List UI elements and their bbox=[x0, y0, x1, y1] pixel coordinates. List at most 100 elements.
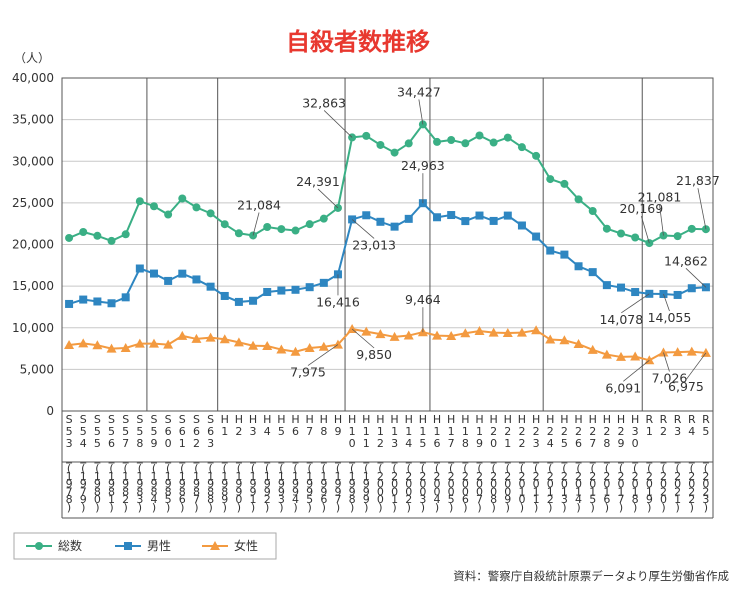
data-label: 14,055 bbox=[648, 310, 692, 325]
data-point bbox=[121, 230, 130, 239]
y-tick-label: 5,000 bbox=[20, 362, 54, 376]
x-tick-label: H 1 7 (2 0 0 5) bbox=[447, 413, 455, 514]
x-tick-year: (1 9 7 8) bbox=[66, 462, 73, 514]
data-point bbox=[560, 179, 569, 188]
data-point bbox=[574, 262, 583, 271]
x-tick-label: S 5 7 (1 9 8 2) bbox=[122, 413, 129, 514]
data-point bbox=[276, 344, 287, 354]
x-tick-year: (1 9 7 9) bbox=[80, 462, 87, 514]
data-point bbox=[319, 278, 328, 287]
data-point bbox=[65, 233, 74, 242]
data-point bbox=[687, 284, 696, 293]
x-tick-label: R 1 (2 0 1 9) bbox=[645, 413, 653, 514]
x-tick-label: H 2 4 (2 0 1 2) bbox=[546, 413, 554, 514]
leader-line bbox=[252, 212, 260, 236]
x-tick-label: R 4 (2 0 2 2) bbox=[688, 413, 696, 514]
data-point bbox=[446, 330, 457, 340]
series-lines bbox=[68, 122, 707, 362]
data-point bbox=[249, 296, 258, 305]
x-tick-label: H 1 1 (1 9 9 9) bbox=[362, 413, 370, 514]
data-point bbox=[559, 335, 570, 345]
x-tick-year: (2 0 1 2) bbox=[547, 462, 554, 514]
data-point bbox=[78, 338, 89, 348]
x-tick-label: H 2 6 (2 0 1 4) bbox=[574, 413, 582, 514]
x-tick-year: (2 0 0 3) bbox=[419, 462, 426, 514]
data-point bbox=[461, 217, 470, 226]
data-point bbox=[192, 275, 201, 284]
data-point bbox=[234, 297, 243, 306]
data-point bbox=[164, 276, 173, 285]
x-tick-label: H 4 (1 9 9 2) bbox=[263, 413, 271, 514]
data-point bbox=[178, 269, 187, 278]
data-point bbox=[601, 349, 612, 359]
data-point bbox=[291, 226, 300, 235]
data-point bbox=[107, 299, 116, 308]
data-point bbox=[475, 211, 484, 220]
x-tick-year: (1 9 9 5) bbox=[306, 462, 313, 514]
data-point bbox=[135, 197, 144, 206]
data-point bbox=[64, 339, 75, 349]
data-point bbox=[319, 214, 328, 223]
x-tick-year: (2 0 0 4) bbox=[434, 462, 441, 514]
legend-label: 男性 bbox=[147, 539, 171, 553]
data-point bbox=[305, 283, 314, 292]
leader-line bbox=[351, 219, 375, 239]
data-point bbox=[92, 340, 103, 350]
data-point bbox=[687, 224, 696, 233]
x-tick-label: H 1 0 (1 9 9 8) bbox=[348, 413, 356, 514]
axes bbox=[61, 77, 714, 519]
x-tick-year: (2 0 2 1) bbox=[674, 462, 681, 514]
data-point bbox=[516, 327, 527, 337]
data-point bbox=[532, 151, 541, 160]
legend-label: 女性 bbox=[234, 538, 258, 553]
series-line bbox=[68, 201, 706, 305]
x-tick-label: R 5 (2 0 2 3) bbox=[702, 413, 710, 514]
data-point bbox=[517, 143, 526, 152]
x-tick-year: (1 9 8 2) bbox=[122, 462, 129, 514]
x-tick-label: H 5 (1 9 9 3) bbox=[277, 413, 285, 514]
data-point bbox=[191, 333, 202, 343]
x-tick-label: H 9 (1 9 9 7) bbox=[334, 413, 342, 514]
legend-swatch-marker bbox=[124, 542, 132, 550]
leader-line bbox=[323, 110, 353, 138]
data-point bbox=[461, 139, 470, 148]
data-label: 6,091 bbox=[605, 380, 641, 395]
leader-line bbox=[418, 99, 424, 125]
x-tick-label: H 3 (1 9 9 1) bbox=[249, 413, 257, 514]
x-tick-year: (2 0 1 4) bbox=[575, 462, 582, 514]
chart-title: 自殺者数推移 bbox=[286, 28, 430, 56]
x-tick-year: (2 0 0 2) bbox=[405, 462, 412, 514]
data-label: 21,837 bbox=[676, 173, 720, 188]
data-point bbox=[531, 325, 542, 335]
data-point bbox=[673, 290, 682, 299]
x-axis-ticks: S 5 3 (1 9 7 8) S 5 4 (1 9 7 9) S 5 5 (1 9 8 0) S 5 6 (1 9 8 1) S 5 7 (… bbox=[66, 413, 711, 514]
x-tick-label: H 2 8 (2 0 1 6) bbox=[603, 413, 611, 514]
data-point bbox=[361, 326, 372, 336]
data-point bbox=[616, 351, 627, 361]
data-label: 20,169 bbox=[619, 201, 663, 216]
data-label: 24,391 bbox=[296, 174, 340, 189]
leader-line bbox=[659, 204, 664, 236]
x-tick-year: (2 0 0 6) bbox=[462, 462, 469, 514]
y-axis-unit-label: （人） bbox=[14, 51, 50, 65]
x-tick-year: (1 9 8 0) bbox=[94, 462, 101, 514]
data-point bbox=[404, 139, 413, 148]
y-axis-ticks: 0 5,000 10,000 15,000 20,000 25,000 30,000 35,0… bbox=[12, 71, 54, 418]
data-point bbox=[389, 331, 400, 341]
x-tick-year: (2 0 0 8) bbox=[490, 462, 497, 514]
